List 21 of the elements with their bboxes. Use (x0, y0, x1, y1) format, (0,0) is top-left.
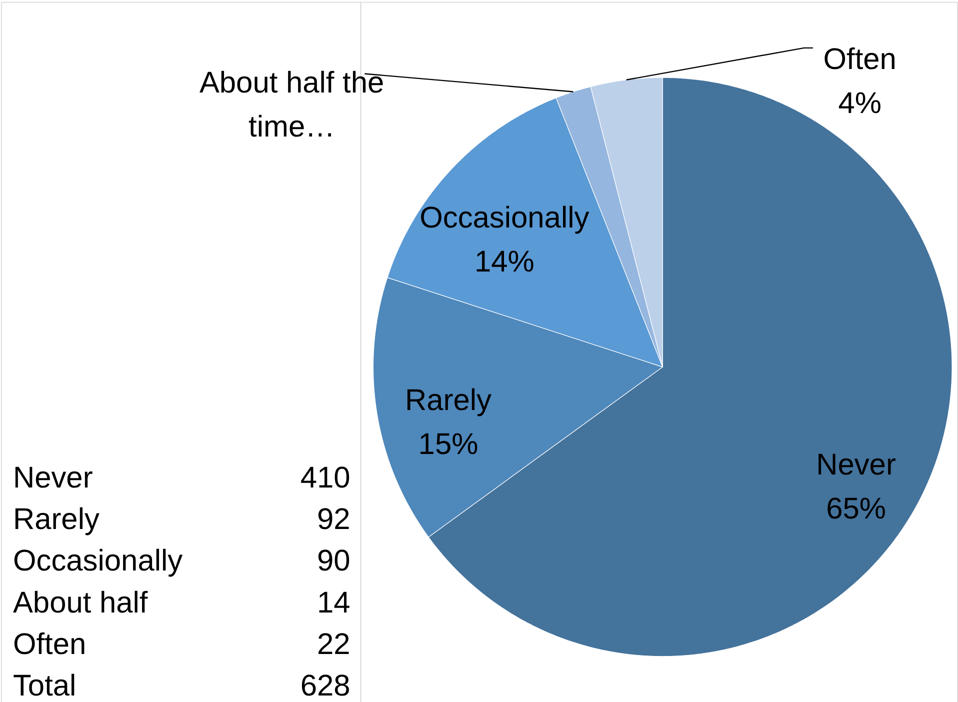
slice-label: Rarely (405, 384, 492, 417)
slice-label: About half the time… (199, 66, 384, 144)
category-label: About half (12, 586, 148, 620)
slice-label: Never (816, 448, 896, 482)
data-label: 90 (316, 544, 350, 578)
data-label: 14% (474, 245, 534, 278)
slice-label: Often (823, 42, 896, 76)
category-label: Rarely (12, 503, 100, 536)
category-label: Total (12, 669, 76, 702)
data-label: 628 (300, 669, 350, 702)
data-label: 65% (826, 492, 886, 526)
data-label: 14 (316, 586, 350, 620)
data-label: 92 (316, 503, 350, 536)
data-label: 410 (300, 462, 350, 495)
category-label: Never (12, 462, 93, 495)
slice-label: Occasionally (420, 201, 590, 234)
category-label: Occasionally (12, 544, 183, 578)
data-label: 22 (316, 628, 350, 661)
data-label: 4% (838, 86, 882, 120)
category-label: Often (12, 628, 86, 661)
data-label: 15% (418, 428, 478, 461)
